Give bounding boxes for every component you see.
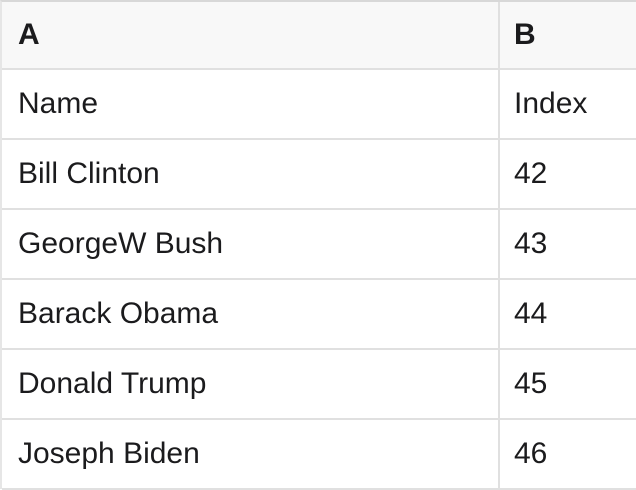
cell-text: Barack Obama [18, 297, 219, 330]
cell-b6[interactable]: 46 [500, 420, 636, 488]
cell-text: 43 [514, 227, 548, 260]
cell-text: Index [514, 87, 588, 120]
field-header-row: Name Index [2, 70, 636, 140]
column-header-row: A B [2, 2, 636, 70]
table-row: Donald Trump 45 [2, 350, 636, 420]
table-row: Bill Clinton 42 [2, 140, 636, 210]
cell-text: GeorgeW Bush [18, 227, 224, 260]
cell-a2[interactable]: Bill Clinton [2, 140, 500, 208]
cell-a3[interactable]: GeorgeW Bush [2, 210, 500, 278]
column-header-a[interactable]: A [2, 2, 500, 68]
table-row: Barack Obama 44 [2, 280, 636, 350]
cell-b3[interactable]: 43 [500, 210, 636, 278]
cell-b5[interactable]: 45 [500, 350, 636, 418]
cell-b2[interactable]: 42 [500, 140, 636, 208]
column-header-a-label: A [18, 18, 41, 51]
cell-text: 46 [514, 437, 548, 470]
cell-text: 45 [514, 367, 548, 400]
table-row: Joseph Biden 46 [2, 420, 636, 490]
cell-text: 44 [514, 297, 548, 330]
column-header-b[interactable]: B [500, 2, 636, 68]
cell-text: Name [18, 87, 99, 120]
cell-a5[interactable]: Donald Trump [2, 350, 500, 418]
cell-b4[interactable]: 44 [500, 280, 636, 348]
cell-a4[interactable]: Barack Obama [2, 280, 500, 348]
table-row: GeorgeW Bush 43 [2, 210, 636, 280]
cell-b1-index[interactable]: Index [500, 70, 636, 138]
cell-text: Donald Trump [18, 367, 207, 400]
cell-a1-name[interactable]: Name [2, 70, 500, 138]
column-header-b-label: B [514, 18, 537, 51]
cell-text: 42 [514, 157, 548, 190]
cell-text: Bill Clinton [18, 157, 160, 190]
cell-a6[interactable]: Joseph Biden [2, 420, 500, 488]
cell-text: Joseph Biden [18, 437, 200, 470]
